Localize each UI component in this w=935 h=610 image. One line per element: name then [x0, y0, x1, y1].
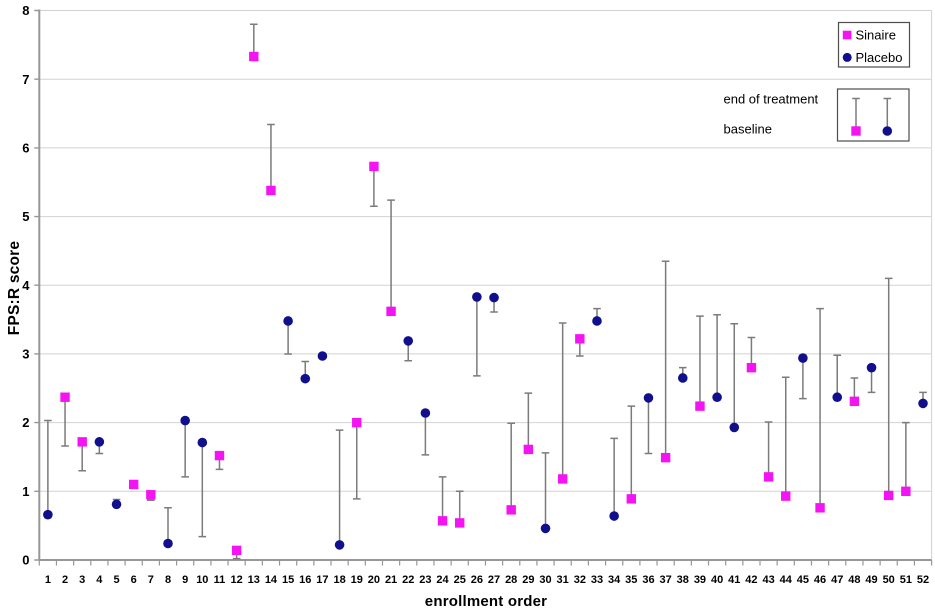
- svg-text:13: 13: [248, 574, 260, 586]
- svg-text:40: 40: [711, 574, 723, 586]
- svg-text:6: 6: [131, 574, 137, 586]
- svg-text:43: 43: [762, 574, 774, 586]
- svg-text:50: 50: [883, 574, 895, 586]
- svg-text:enrollment order: enrollment order: [425, 593, 547, 610]
- svg-text:2: 2: [62, 574, 68, 586]
- svg-text:baseline: baseline: [724, 122, 772, 137]
- svg-text:48: 48: [848, 574, 860, 586]
- svg-text:4: 4: [22, 278, 30, 293]
- svg-text:24: 24: [436, 574, 449, 586]
- svg-text:38: 38: [677, 574, 689, 586]
- svg-text:11: 11: [214, 574, 226, 586]
- svg-text:17: 17: [316, 574, 328, 586]
- svg-text:18: 18: [333, 574, 345, 586]
- svg-text:2: 2: [22, 415, 29, 430]
- svg-text:21: 21: [385, 574, 397, 586]
- svg-text:1: 1: [45, 574, 51, 586]
- svg-text:16: 16: [299, 574, 311, 586]
- svg-text:0: 0: [22, 553, 29, 568]
- svg-text:34: 34: [608, 574, 621, 586]
- svg-text:19: 19: [351, 574, 363, 586]
- svg-text:29: 29: [522, 574, 534, 586]
- svg-text:41: 41: [728, 574, 740, 586]
- svg-text:42: 42: [745, 574, 757, 586]
- svg-text:28: 28: [505, 574, 517, 586]
- svg-text:23: 23: [419, 574, 431, 586]
- svg-text:5: 5: [113, 574, 119, 586]
- svg-text:27: 27: [488, 574, 500, 586]
- svg-text:30: 30: [539, 574, 551, 586]
- svg-text:32: 32: [574, 574, 586, 586]
- svg-text:12: 12: [231, 574, 243, 586]
- svg-text:36: 36: [642, 574, 654, 586]
- svg-text:33: 33: [591, 574, 603, 586]
- svg-text:14: 14: [265, 574, 278, 586]
- svg-text:25: 25: [454, 574, 466, 586]
- svg-text:37: 37: [660, 574, 672, 586]
- svg-text:8: 8: [22, 3, 29, 18]
- svg-text:52: 52: [917, 574, 929, 586]
- svg-text:4: 4: [96, 574, 103, 586]
- svg-text:26: 26: [471, 574, 483, 586]
- svg-text:3: 3: [79, 574, 85, 586]
- svg-text:end of treatment: end of treatment: [724, 92, 819, 107]
- svg-text:8: 8: [165, 574, 171, 586]
- svg-text:44: 44: [780, 574, 793, 586]
- svg-text:7: 7: [22, 72, 29, 87]
- svg-text:22: 22: [402, 574, 414, 586]
- svg-text:39: 39: [694, 574, 706, 586]
- svg-text:1: 1: [22, 484, 29, 499]
- svg-text:35: 35: [625, 574, 637, 586]
- svg-text:31: 31: [557, 574, 569, 586]
- svg-text:FPS:R score: FPS:R score: [6, 241, 23, 336]
- svg-text:20: 20: [368, 574, 380, 586]
- svg-text:49: 49: [865, 574, 877, 586]
- svg-text:15: 15: [282, 574, 294, 586]
- svg-text:9: 9: [182, 574, 188, 586]
- svg-text:6: 6: [22, 141, 29, 156]
- svg-text:3: 3: [22, 347, 29, 362]
- svg-text:5: 5: [22, 209, 29, 224]
- svg-text:46: 46: [814, 574, 826, 586]
- svg-text:45: 45: [797, 574, 809, 586]
- svg-text:47: 47: [831, 574, 843, 586]
- svg-text:51: 51: [900, 574, 912, 586]
- svg-text:10: 10: [196, 574, 208, 586]
- svg-text:Placebo: Placebo: [856, 50, 903, 65]
- svg-text:Sinaire: Sinaire: [856, 28, 896, 43]
- svg-text:7: 7: [148, 574, 154, 586]
